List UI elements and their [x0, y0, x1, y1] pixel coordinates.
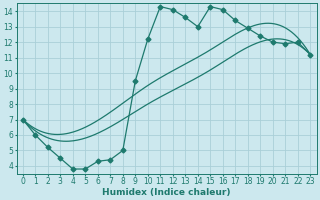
X-axis label: Humidex (Indice chaleur): Humidex (Indice chaleur)	[102, 188, 231, 197]
